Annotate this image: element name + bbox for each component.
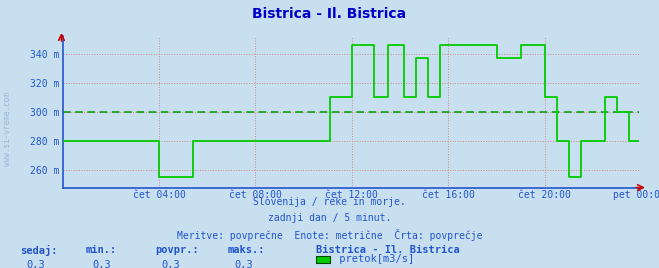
Text: 0,3: 0,3 bbox=[234, 260, 252, 268]
Text: maks.:: maks.: bbox=[227, 245, 265, 255]
Text: Bistrica - Il. Bistrica: Bistrica - Il. Bistrica bbox=[316, 245, 460, 255]
Text: 0,3: 0,3 bbox=[92, 260, 111, 268]
Text: min.:: min.: bbox=[86, 245, 117, 255]
Text: Bistrica - Il. Bistrica: Bistrica - Il. Bistrica bbox=[252, 7, 407, 21]
Text: povpr.:: povpr.: bbox=[155, 245, 198, 255]
Text: sedaj:: sedaj: bbox=[20, 245, 57, 256]
Text: Slovenija / reke in morje.: Slovenija / reke in morje. bbox=[253, 197, 406, 207]
Text: 0,3: 0,3 bbox=[161, 260, 180, 268]
Text: Meritve: povprečne  Enote: metrične  Črta: povprečje: Meritve: povprečne Enote: metrične Črta:… bbox=[177, 229, 482, 241]
Text: pretok[m3/s]: pretok[m3/s] bbox=[333, 254, 414, 264]
Text: 0,3: 0,3 bbox=[26, 260, 45, 268]
Text: www.si-vreme.com: www.si-vreme.com bbox=[3, 92, 13, 166]
Text: zadnji dan / 5 minut.: zadnji dan / 5 minut. bbox=[268, 213, 391, 223]
